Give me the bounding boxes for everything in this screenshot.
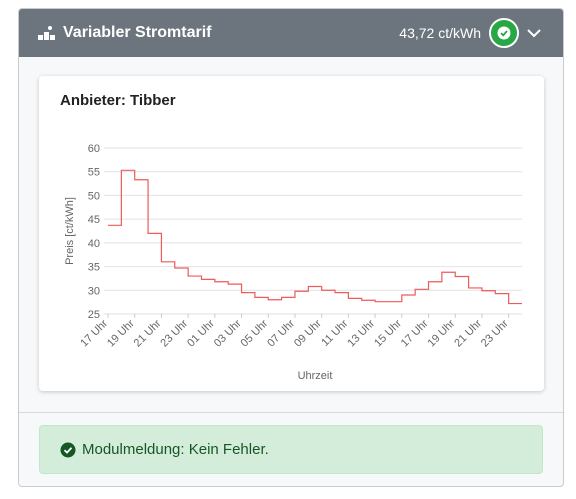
x-tick-label: 07 Uhr xyxy=(265,317,297,349)
status-icon xyxy=(489,18,519,48)
alert-text: Modulmeldung: Kein Fehler. xyxy=(82,441,269,458)
x-tick-label: 23 Uhr xyxy=(479,317,511,349)
x-tick-label: 05 Uhr xyxy=(239,317,271,349)
x-tick-label: 09 Uhr xyxy=(292,317,324,349)
module-card: Variabler Stromtarif 43,72 ct/kWh Anbiet… xyxy=(18,8,564,487)
header: Variabler Stromtarif 43,72 ct/kWh xyxy=(19,9,563,57)
title: Variabler Stromtarif xyxy=(63,24,212,41)
divider xyxy=(19,412,563,413)
alert: Modulmeldung: Kein Fehler. xyxy=(39,425,543,474)
x-tick-label: 19 Uhr xyxy=(105,317,137,349)
y-tick-label: 45 xyxy=(88,214,100,226)
price-line xyxy=(108,169,522,305)
alert-icon xyxy=(60,442,76,457)
x-tick-label: 21 Uhr xyxy=(452,317,484,349)
x-tick-label: 19 Uhr xyxy=(426,317,458,349)
x-tick-label: 23 Uhr xyxy=(158,317,190,349)
x-tick-label: 13 Uhr xyxy=(345,317,377,349)
x-tick-label: 17 Uhr xyxy=(399,317,431,349)
y-tick-label: 40 xyxy=(88,238,100,250)
y-tick-label: 55 xyxy=(88,167,100,179)
x-tick-label: 21 Uhr xyxy=(132,317,164,349)
y-tick-label: 60 xyxy=(88,143,100,155)
x-tick-label: 17 Uhr xyxy=(78,317,110,349)
x-tick-label: 11 Uhr xyxy=(319,317,350,348)
x-tick-label: 15 Uhr xyxy=(372,317,404,349)
x-tick-label: 03 Uhr xyxy=(212,317,244,349)
y-tick-label: 50 xyxy=(88,190,100,202)
chart-card: Anbieter: Tibber 25 30 35 40 45 50 55 60 17 Uhr 1… xyxy=(39,76,544,391)
x-axis-label: Uhrzeit xyxy=(298,370,333,382)
x-tick-label: 01 Uhr xyxy=(185,317,217,349)
card-title: Anbieter: Tibber xyxy=(60,92,176,109)
y-axis-label: Preis [ct/kWh] xyxy=(64,197,76,265)
icon xyxy=(38,26,55,40)
y-tick-label: 35 xyxy=(88,262,100,274)
collapse-toggle[interactable] xyxy=(519,23,549,43)
y-tick-label: 25 xyxy=(88,309,100,321)
price: 43,72 ct/kWh xyxy=(399,25,481,41)
y-tick-label: 30 xyxy=(88,285,100,297)
